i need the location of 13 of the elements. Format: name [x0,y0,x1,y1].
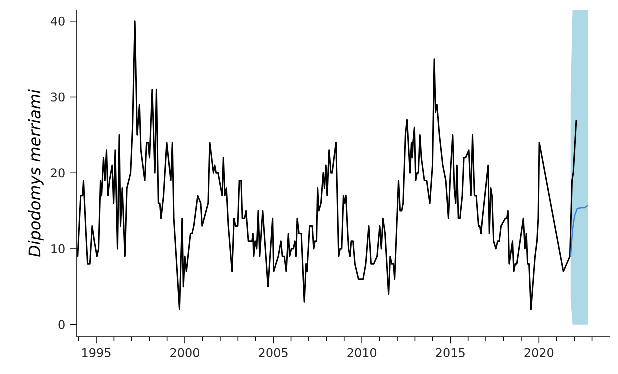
x-tick-label: 2020 [524,348,554,358]
x-tick-label: 2015 [436,348,465,358]
x-tick-label: 1995 [82,348,111,358]
x-tick-label: 2005 [259,348,288,358]
line-series [570,205,589,258]
y-axis-title: Dipodomys merriami [28,90,44,258]
y-tick-label: 40 [50,16,65,26]
y-tick-label: 0 [58,320,65,330]
y-tick-label: 10 [52,244,65,254]
x-tick-label: 2000 [170,348,200,358]
y-tick-label: 30 [51,92,65,102]
y-tick-label: 20 [51,168,65,178]
x-tick-label: 2010 [348,348,377,358]
